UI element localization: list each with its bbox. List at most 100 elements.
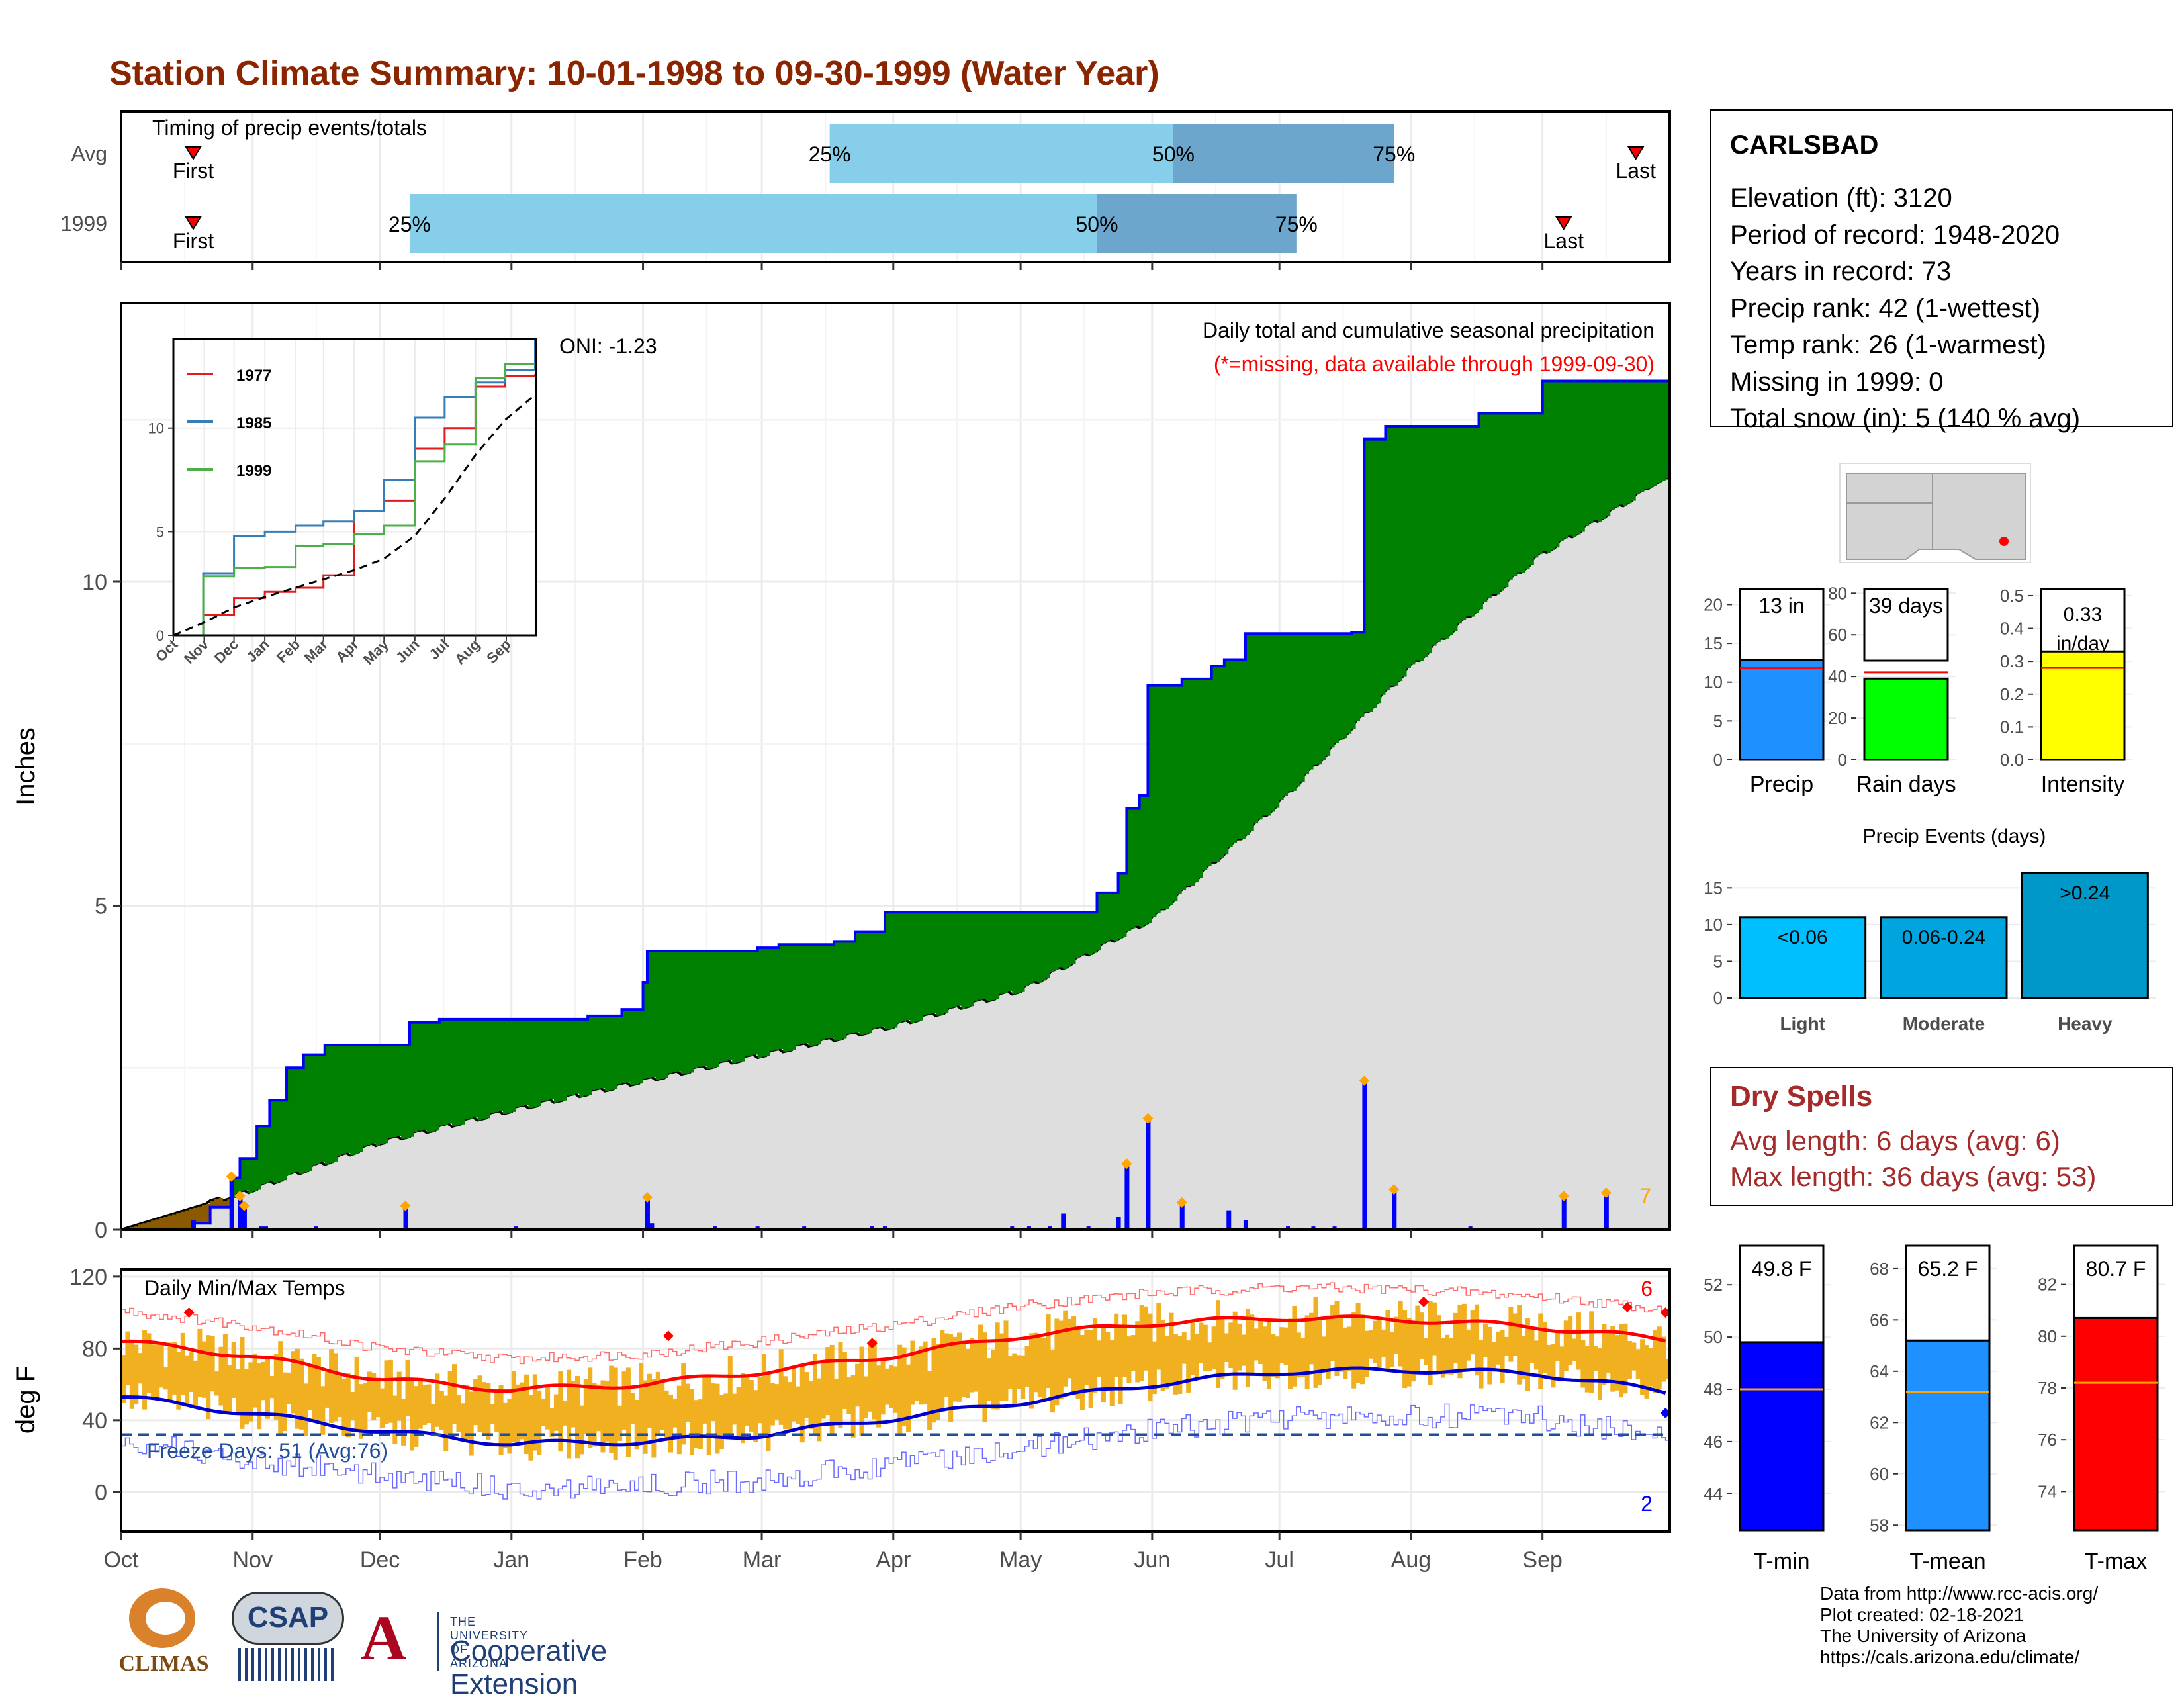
daily-temp-bar	[698, 1399, 703, 1449]
daily-temp-bar	[1381, 1329, 1387, 1357]
inset-legend-1985: 1985	[236, 414, 271, 432]
daily-precip-bar	[1604, 1194, 1609, 1230]
daily-temp-bar	[621, 1371, 627, 1430]
daily-temp-bar	[490, 1404, 495, 1424]
daily-temp-bar	[1457, 1305, 1463, 1379]
daily-temp-bar	[706, 1377, 711, 1455]
daily-temp-bar	[405, 1359, 410, 1416]
record-high-marker	[663, 1330, 674, 1342]
x-tick-label-feb: Feb	[623, 1547, 662, 1573]
record-high-marker	[183, 1307, 195, 1318]
daily-precip-marker	[1121, 1158, 1132, 1170]
daily-temp-bar	[1461, 1303, 1467, 1370]
daily-temp-bar	[1262, 1326, 1267, 1381]
daily-temp-bar	[236, 1369, 241, 1412]
daily-temp-bar	[324, 1372, 330, 1408]
daily-temp-bar	[121, 1355, 126, 1403]
daily-temp-bar	[481, 1382, 486, 1436]
daily-temp-bar	[558, 1371, 563, 1452]
daily-precip-bar	[1010, 1226, 1015, 1230]
daily-temp-bar	[1160, 1320, 1165, 1391]
daily-temp-bar	[1432, 1302, 1437, 1356]
daily-precip-bar	[1311, 1226, 1316, 1230]
daily-temp-bar	[1283, 1327, 1289, 1365]
daily-temp-bar	[1250, 1314, 1255, 1375]
record-min-temp-line	[121, 1403, 1670, 1500]
daily-temp-bar	[1118, 1324, 1123, 1404]
daily-precip-bar	[1362, 1081, 1367, 1230]
daily-temp-bar	[778, 1349, 784, 1425]
daily-temp-bar	[1504, 1336, 1509, 1356]
daily-temp-bar	[660, 1378, 665, 1430]
precip-value-label: 13 in	[1758, 594, 1804, 618]
precip-subtitle: (*=missing, data available through 1999-…	[1214, 352, 1655, 376]
daily-temp-bar	[1580, 1340, 1586, 1388]
daily-temp-bar	[1424, 1338, 1429, 1365]
station-location-dot	[1999, 537, 2009, 546]
daily-precip-bar	[263, 1226, 268, 1230]
daily-temp-bar	[910, 1340, 915, 1405]
tmean-y-tick-label: 68	[1870, 1259, 1889, 1279]
daily-temp-bar	[991, 1350, 996, 1410]
station-period: Period of record: 1948-2020	[1730, 220, 2060, 250]
daily-temp-bar	[1122, 1314, 1127, 1377]
daily-temp-bar	[1610, 1326, 1615, 1392]
credit-source: Data from http://www.rcc-acis.org/	[1820, 1583, 2099, 1604]
daily-temp-bar	[1207, 1342, 1212, 1371]
precip-y-tick-label: 15	[1704, 633, 1723, 653]
events-category-label: Heavy	[2058, 1013, 2113, 1034]
daily-temp-bar	[952, 1336, 958, 1402]
daily-temp-bar	[796, 1386, 801, 1424]
inset-line-average	[173, 394, 536, 637]
daily-temp-bar	[375, 1377, 381, 1418]
rain-days-y-tick-label: 60	[1828, 625, 1847, 645]
daily-temp-bar	[1542, 1321, 1547, 1373]
tmean-label: T-mean	[1909, 1549, 1985, 1574]
daily-temp-bar	[914, 1352, 919, 1401]
daily-temp-bar	[1619, 1324, 1624, 1398]
daily-temp-bar	[1245, 1309, 1250, 1387]
daily-temp-bar	[1385, 1310, 1390, 1372]
daily-temp-bar	[206, 1335, 211, 1420]
daily-precip-bar	[1146, 1119, 1151, 1230]
timing-p25-label: 25%	[809, 142, 851, 166]
above-average-area	[231, 381, 1670, 1199]
daily-precip-marker	[1600, 1187, 1612, 1199]
daily-temp-bar	[1211, 1326, 1216, 1370]
daily-temp-bar	[1220, 1317, 1225, 1379]
daily-temp-bar	[1126, 1336, 1132, 1383]
daily-temp-bar	[439, 1391, 444, 1430]
daily-temp-bar	[799, 1366, 805, 1443]
inset-legend-1999: 1999	[236, 462, 271, 480]
daily-temp-bar	[414, 1386, 419, 1447]
daily-temp-bar	[1304, 1315, 1310, 1390]
daily-temp-bar	[986, 1358, 991, 1401]
daily-temp-bar	[583, 1379, 588, 1435]
daily-temp-bar	[1453, 1312, 1459, 1363]
daily-temp-bar	[834, 1378, 839, 1424]
daily-temp-bar	[901, 1347, 907, 1426]
daily-temp-bar	[1148, 1313, 1153, 1402]
daily-temp-bar	[193, 1360, 198, 1408]
tmin-y-tick-label: 50	[1704, 1327, 1723, 1347]
daily-temp-bar	[1466, 1329, 1471, 1361]
credits: Data from http://www.rcc-acis.org/ Plot …	[1820, 1583, 2098, 1668]
daily-temp-bar	[1606, 1329, 1611, 1373]
daily-temp-bar	[995, 1322, 1000, 1410]
daily-temp-bar	[171, 1342, 177, 1395]
record-high-marker	[1660, 1307, 1671, 1318]
station-years: Years in record: 73	[1730, 257, 1952, 286]
events-y-tick-label: 10	[1704, 915, 1723, 935]
daily-temp-bar	[727, 1356, 733, 1438]
y-tick-label: 120	[69, 1265, 107, 1290]
daily-temp-bar	[1360, 1314, 1365, 1385]
daily-temp-bar	[711, 1383, 716, 1422]
daily-temp-bar	[1079, 1335, 1085, 1410]
daily-precip-bar	[229, 1177, 234, 1230]
daily-precip-marker	[1142, 1113, 1154, 1124]
daily-temp-bar	[341, 1378, 347, 1436]
daily-temp-bar	[1555, 1330, 1560, 1361]
intensity-y-tick-label: 0.3	[2000, 651, 2024, 671]
timing-last-label: Last	[1615, 159, 1656, 183]
daily-precip-bar	[1116, 1217, 1121, 1230]
